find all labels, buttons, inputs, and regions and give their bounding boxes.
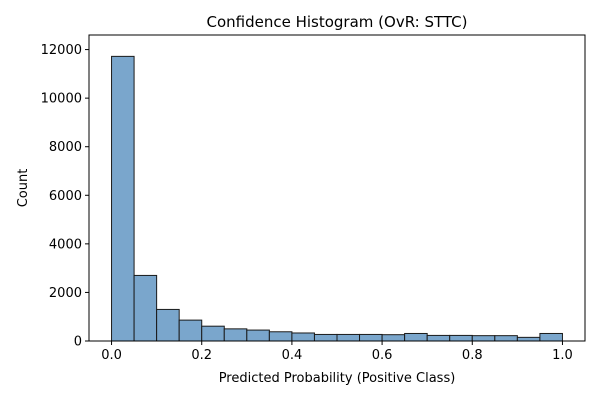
histogram-bar	[246, 329, 270, 342]
histogram-bar	[223, 328, 248, 342]
histogram-bar	[359, 333, 383, 342]
histogram-bar	[133, 274, 158, 342]
x-axis: 0.0 0.2 0.4 0.6 0.8 1.0	[101, 341, 573, 363]
y-tick-label: 4000	[49, 237, 82, 252]
histogram-bar	[494, 335, 518, 342]
y-axis-label: Count	[16, 169, 31, 208]
histogram-bar	[291, 332, 315, 342]
histogram-bar	[336, 333, 361, 342]
x-tick-label: 0.0	[101, 348, 122, 363]
histogram-bar	[381, 334, 406, 342]
histogram-bar	[404, 332, 428, 342]
histogram-bar	[471, 335, 496, 342]
histogram-bar	[426, 334, 451, 342]
x-tick-label: 0.2	[191, 348, 212, 363]
histogram-bar	[201, 325, 225, 342]
histogram-bar	[516, 336, 541, 342]
histogram-bar	[449, 334, 473, 342]
histogram-bar	[156, 308, 180, 342]
x-tick-label: 0.4	[282, 348, 303, 363]
x-tick-label: 0.8	[462, 348, 483, 363]
chart-title: Confidence Histogram (OvR: STTC)	[206, 13, 467, 31]
y-tick-label: 2000	[49, 286, 82, 301]
x-tick-label: 1.0	[552, 348, 573, 363]
histogram-bar	[539, 332, 563, 342]
histogram-bar	[268, 331, 293, 342]
y-tick-label: 12000	[41, 43, 82, 58]
bars-group	[111, 55, 563, 342]
y-tick-label: 0	[74, 335, 82, 350]
y-axis: 0 2000 4000 6000 8000 10000 12000	[41, 43, 89, 350]
histogram-bar	[178, 319, 203, 342]
histogram-bar	[313, 333, 338, 342]
y-tick-label: 10000	[41, 92, 82, 107]
x-axis-label: Predicted Probability (Positive Class)	[219, 371, 456, 386]
y-tick-label: 8000	[49, 140, 82, 155]
plot-frame	[88, 34, 586, 342]
y-tick-label: 6000	[49, 189, 82, 204]
histogram-bar	[111, 55, 135, 342]
x-tick-label: 0.6	[372, 348, 393, 363]
